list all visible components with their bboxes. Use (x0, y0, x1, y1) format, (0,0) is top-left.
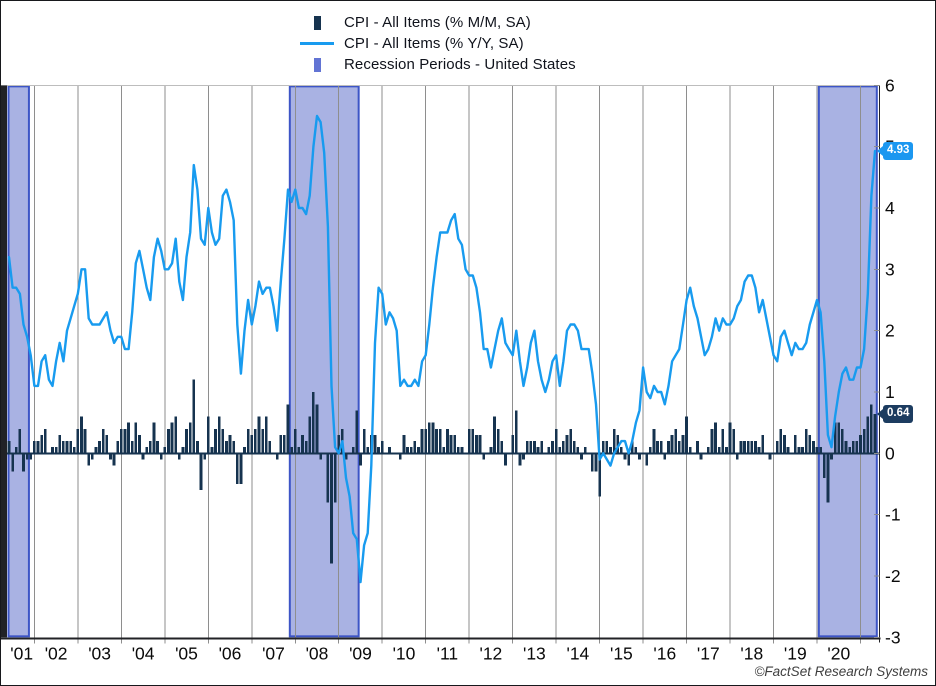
y-tick-label: -3 (885, 627, 901, 647)
y-tick-label: 6 (885, 75, 895, 95)
x-tick-label: '18 (740, 643, 763, 663)
copyright-note: ©FactSet Research Systems (754, 664, 928, 679)
x-tick-label: '08 (306, 643, 329, 663)
x-tick-label: '02 (45, 643, 68, 663)
x-tick-label: '13 (523, 643, 546, 663)
x-tick-label: '10 (393, 643, 416, 663)
legend-item-yoy: CPI - All Items (% Y/Y, SA) (297, 33, 576, 54)
y-tick-label: -1 (885, 505, 901, 525)
y-tick-label: 1 (885, 382, 895, 402)
x-tick-label: '20 (827, 643, 850, 663)
yoy-last-value-callout: 4.93 (876, 141, 914, 160)
mom-bars-series (7, 379, 877, 564)
legend-label-yoy: CPI - All Items (% Y/Y, SA) (344, 35, 524, 52)
mom-last-value: 0.64 (887, 407, 910, 420)
y-tick-label: -2 (885, 566, 901, 586)
y-tick-label: 2 (885, 321, 895, 341)
recession-band (7, 85, 30, 638)
x-tick-label: '05 (175, 643, 198, 663)
x-axis-labels: '01 '02 '03 '04 '05 '06 '07 '08 '09 '10 '11 '12 '13 '… (10, 643, 850, 663)
x-tick-label: '19 (784, 643, 807, 663)
x-tick-label: '09 (349, 643, 372, 663)
legend-label-mom: CPI - All Items (% M/M, SA) (344, 14, 531, 31)
recession-band (288, 85, 360, 638)
x-tick-label: '11 (437, 643, 459, 663)
y-axis-labels: -3-2-10123456 (874, 75, 901, 647)
x-tick-label: '03 (88, 643, 111, 663)
yoy-line-swatch-icon (300, 41, 334, 46)
recession-band-swatch-icon (313, 57, 321, 72)
year-gridlines (33, 85, 862, 644)
chart-legend: CPI - All Items (% M/M, SA) CPI - All It… (297, 12, 576, 75)
x-tick-label: '16 (653, 643, 676, 663)
yoy-line-series (7, 114, 877, 584)
x-tick-label: '06 (219, 643, 242, 663)
legend-item-recession: Recession Periods - United States (297, 54, 576, 75)
plot-left-border (1, 85, 7, 638)
x-tick-label: '15 (610, 643, 633, 663)
legend-item-mom: CPI - All Items (% M/M, SA) (297, 12, 576, 33)
x-tick-label: '17 (697, 643, 720, 663)
x-tick-label: '14 (566, 643, 589, 663)
x-tick-label: '01 (10, 643, 33, 663)
x-tick-label: '07 (262, 643, 285, 663)
mom-bar-swatch-icon (313, 15, 321, 30)
y-tick-label: 3 (885, 259, 895, 279)
x-tick-label: '12 (479, 643, 502, 663)
recession-bands (7, 85, 878, 638)
mom-last-value-callout: 0.64 (876, 405, 914, 424)
legend-label-recession: Recession Periods - United States (344, 56, 576, 73)
y-tick-label: 0 (885, 443, 895, 463)
yoy-last-value: 4.93 (887, 143, 910, 156)
recession-band (817, 85, 878, 638)
x-tick-label: '04 (132, 643, 155, 663)
y-tick-label: 4 (885, 198, 895, 218)
